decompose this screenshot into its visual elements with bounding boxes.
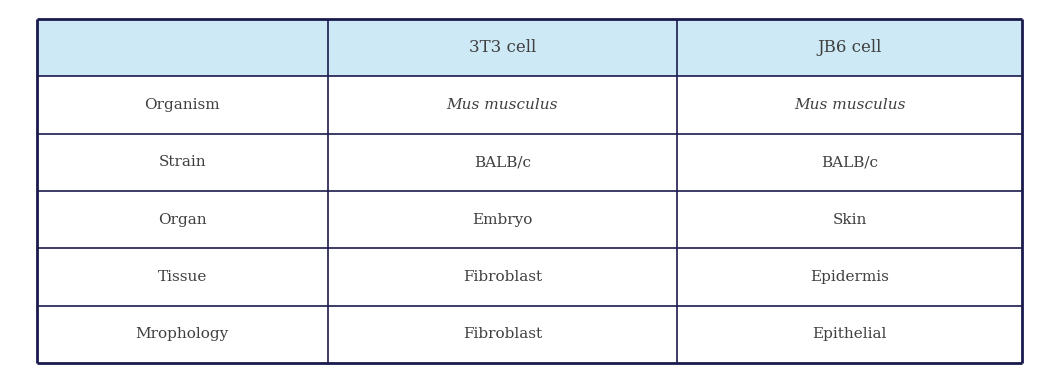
Bar [678, 19, 1022, 76]
Bar [678, 191, 1022, 248]
Text: Organ: Organ [158, 212, 207, 226]
Text: 3T3 cell: 3T3 cell [469, 39, 536, 56]
Text: Tissue: Tissue [158, 270, 207, 284]
Bar [327, 133, 678, 191]
Bar [37, 248, 327, 305]
Text: BALB/c: BALB/c [474, 155, 531, 169]
Bar [327, 305, 678, 363]
Bar [327, 248, 678, 305]
Text: JB6 cell: JB6 cell [818, 39, 882, 56]
Bar [37, 76, 327, 133]
Text: Organism: Organism [144, 98, 220, 112]
Text: Strain: Strain [159, 155, 207, 169]
Text: BALB/c: BALB/c [821, 155, 878, 169]
Text: Mus musculus: Mus musculus [447, 98, 558, 112]
Bar [678, 248, 1022, 305]
Bar [327, 191, 678, 248]
Text: Embryo: Embryo [472, 212, 533, 226]
Bar [37, 191, 327, 248]
Bar [37, 133, 327, 191]
Bar [37, 305, 327, 363]
Text: Mus musculus: Mus musculus [794, 98, 905, 112]
Bar [37, 19, 327, 76]
Bar [678, 305, 1022, 363]
Text: Epidermis: Epidermis [810, 270, 889, 284]
Text: Fibroblast: Fibroblast [463, 270, 542, 284]
Bar [678, 133, 1022, 191]
Text: Epithelial: Epithelial [812, 327, 886, 341]
Text: Fibroblast: Fibroblast [463, 327, 542, 341]
Text: Mrophology: Mrophology [136, 327, 229, 341]
Text: Skin: Skin [832, 212, 866, 226]
Bar [327, 19, 678, 76]
Bar [678, 76, 1022, 133]
Bar [327, 76, 678, 133]
